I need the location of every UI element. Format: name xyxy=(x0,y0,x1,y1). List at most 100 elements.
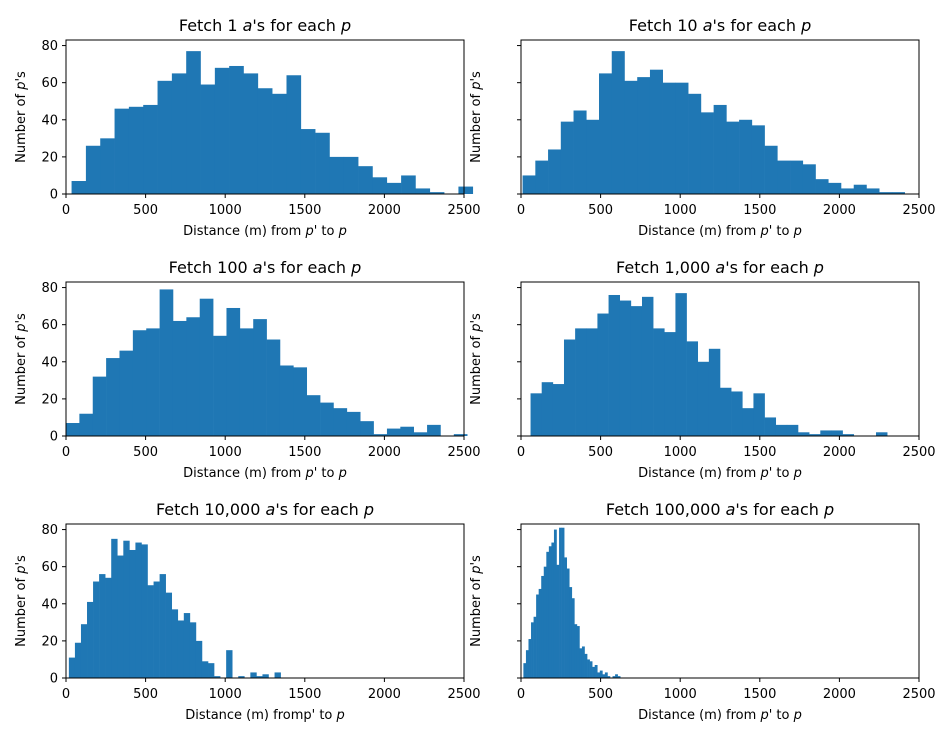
histogram-bar xyxy=(153,581,160,678)
histogram-bar xyxy=(607,676,611,678)
histogram-bar xyxy=(257,88,273,194)
histogram-bar xyxy=(79,413,94,436)
histogram-bar xyxy=(300,129,316,194)
x-tick-label: 2000 xyxy=(368,687,401,702)
histogram-bar xyxy=(538,588,542,678)
histogram-bar xyxy=(790,160,804,194)
x-tick-label: 0 xyxy=(517,445,525,460)
histogram-bar xyxy=(742,408,754,436)
histogram-bar xyxy=(132,330,147,436)
histogram-bar xyxy=(272,93,287,194)
histogram-bar xyxy=(589,661,593,678)
histogram-bar xyxy=(753,393,765,436)
histogram-bar xyxy=(599,670,603,678)
histogram-bar xyxy=(560,121,574,194)
histogram-bar xyxy=(559,527,562,678)
histogram-bar xyxy=(250,672,257,678)
histogram-bar xyxy=(664,332,676,436)
x-tick-label: 1000 xyxy=(209,687,242,702)
histogram-bar xyxy=(201,661,209,678)
histogram-bar xyxy=(358,166,373,194)
histogram-bar xyxy=(229,65,244,194)
histogram-bar xyxy=(530,393,542,436)
y-tick-label: 0 xyxy=(50,430,58,445)
histogram-bar xyxy=(541,575,545,678)
histogram-bar xyxy=(100,138,115,194)
y-tick-label: 20 xyxy=(41,150,58,165)
histogram-bar xyxy=(604,672,608,678)
x-axis-label: Distance (m) from p' to p xyxy=(183,224,347,239)
x-tick-label: 2000 xyxy=(368,445,401,460)
histogram-bar xyxy=(239,328,254,436)
histogram-bar xyxy=(523,663,527,678)
histogram-bar xyxy=(546,551,550,678)
y-axis-label: Number of p's xyxy=(14,71,29,163)
x-tick-label: 2000 xyxy=(368,203,401,218)
y-axis-label: Number of p's xyxy=(14,313,29,405)
histogram-bar xyxy=(592,666,596,678)
histogram-panel-4: 0 500 1000 1500 2000 2500 Fetch 1,000 a's for … xyxy=(469,258,936,481)
y-tick-label: 60 xyxy=(41,560,58,575)
histogram-bar xyxy=(143,104,158,194)
histogram-bar xyxy=(802,164,816,194)
histogram-bar xyxy=(599,73,613,194)
histogram-panel-6: 0 500 1000 1500 2000 2500 Fetch 100,000 a's fo… xyxy=(469,500,936,723)
histogram-bar xyxy=(226,307,241,436)
histogram-bar xyxy=(199,298,214,436)
histogram-bar xyxy=(713,104,727,194)
histogram-bar xyxy=(731,391,743,436)
x-tick-label: 2000 xyxy=(823,203,856,218)
histogram-bar xyxy=(208,663,215,678)
histogram-bar xyxy=(573,110,587,194)
y-tick-label: 20 xyxy=(41,634,58,649)
histogram-bar xyxy=(597,672,601,678)
chart-title: Fetch 1 a's for each p xyxy=(179,16,351,35)
histogram-bar xyxy=(828,182,842,194)
histogram-bar xyxy=(320,402,334,436)
x-tick-label: 1500 xyxy=(288,687,321,702)
x-tick-label: 2000 xyxy=(823,445,856,460)
histogram-bar xyxy=(453,434,468,436)
histogram-bar xyxy=(866,188,880,194)
histogram-bar xyxy=(329,156,345,194)
histogram-bar xyxy=(226,650,233,678)
y-axis-label: Number of p's xyxy=(469,555,484,647)
x-tick-label: 1500 xyxy=(743,203,776,218)
histogram-bar xyxy=(536,594,539,678)
histogram-bar xyxy=(594,665,598,678)
x-tick-label: 500 xyxy=(588,203,613,218)
histogram-bar xyxy=(688,93,702,194)
histogram-bar xyxy=(159,289,174,436)
histogram-bar xyxy=(114,108,130,194)
histogram-bar xyxy=(842,434,855,436)
histogram-bar xyxy=(256,676,263,678)
histogram-bar xyxy=(123,540,130,678)
histogram-bar xyxy=(528,639,532,678)
histogram-bar xyxy=(575,328,587,436)
histogram-bar xyxy=(675,293,687,436)
histogram-bar xyxy=(274,672,281,678)
histogram-bar xyxy=(111,538,118,678)
histogram-bar xyxy=(525,650,529,678)
histogram-bar xyxy=(571,598,575,678)
x-axis-label: Distance (m) from p' to p xyxy=(183,466,347,481)
histogram-bar xyxy=(533,616,537,678)
histogram-bar xyxy=(751,125,765,194)
x-tick-label: 500 xyxy=(133,445,158,460)
histogram-bar xyxy=(195,640,203,678)
chart-title: Fetch 100 a's for each p xyxy=(169,258,362,277)
histogram-bar xyxy=(662,82,676,194)
axes-frame xyxy=(520,281,920,437)
histogram-bar xyxy=(522,175,536,194)
x-tick-label: 1500 xyxy=(288,445,321,460)
histogram-bar xyxy=(189,622,197,678)
histogram-bar xyxy=(159,574,166,678)
x-axis-label: Distance (m) fromp' to p xyxy=(185,708,345,723)
histogram-bar xyxy=(147,585,154,678)
x-tick-label: 2500 xyxy=(902,687,935,702)
histogram-bar xyxy=(177,620,185,678)
histogram-bar xyxy=(576,626,580,678)
histogram-bar xyxy=(541,382,554,436)
histogram-bar xyxy=(552,384,565,436)
histogram-bar xyxy=(777,160,791,194)
